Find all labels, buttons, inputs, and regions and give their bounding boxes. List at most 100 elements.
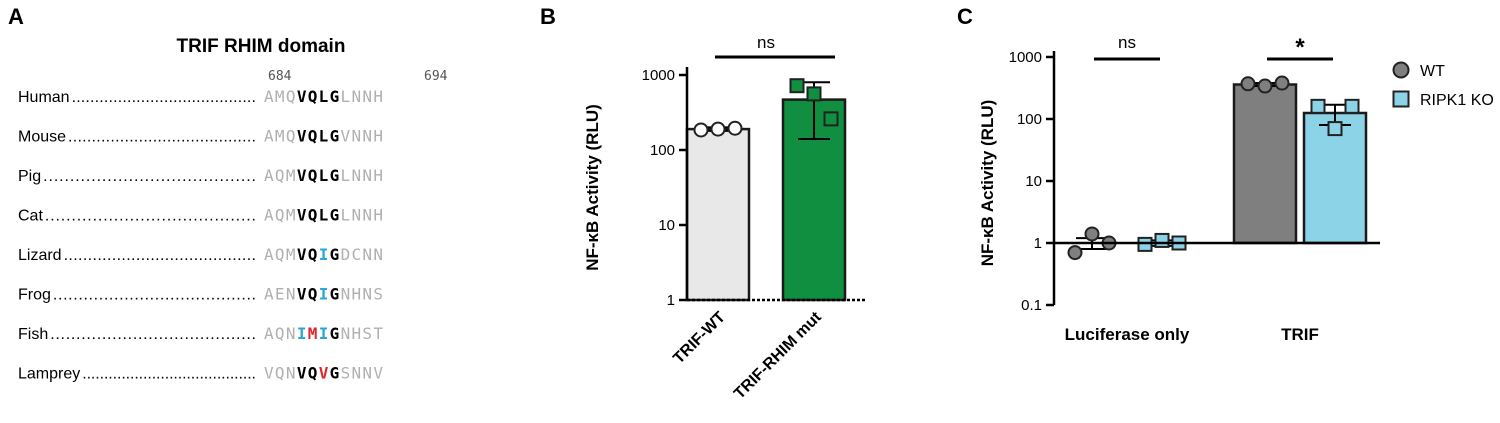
sequence-segment: DCNN xyxy=(341,245,385,264)
species-label: Lamprey xyxy=(18,366,80,383)
sequence-segment: SNNV xyxy=(341,364,385,383)
dot-leader: ........................................ xyxy=(53,287,256,304)
legend-marker xyxy=(1392,61,1410,79)
chart-c: NF-κB Activity (RLU) 0.1 1 10 100 1000 Lucifer… xyxy=(978,33,1494,344)
data-point xyxy=(1327,121,1343,137)
sequence-segment: AQM xyxy=(264,166,297,185)
dot-leader: ........................................ xyxy=(72,89,256,106)
y-axis-label: NF-κB Activity (RLU) xyxy=(978,100,997,267)
sequence-segment: I xyxy=(319,324,330,343)
y-tick-label: 10 xyxy=(1025,173,1042,190)
data-point xyxy=(1257,78,1273,94)
sequence: AQNIMIGNHST xyxy=(264,324,384,343)
sequence-segment: I xyxy=(297,324,308,343)
sequence-segment: AQN xyxy=(264,324,297,343)
sequence-segment: VQN xyxy=(264,364,297,383)
sequence-segment: VQ xyxy=(297,285,319,304)
species-label: Lizard xyxy=(18,247,62,264)
sequence-segment: M xyxy=(308,324,319,343)
species-label: Mouse xyxy=(18,129,66,146)
sequence: AQMVQLGLNNH xyxy=(264,166,384,185)
panel-c: C NF-κB Activity (RLU) 0.1 1 10 100 1000 Lucif… xyxy=(957,4,1494,344)
y-tick-label: 100 xyxy=(650,142,675,159)
significance-label: ns xyxy=(757,33,775,52)
sequence-segment: VQLG xyxy=(297,87,341,106)
y-axis-label: NF-κB Activity (RLU) xyxy=(583,104,602,271)
chart-b: NF-κB Activity (RLU) 1 10 100 1000 TRIF-WT TRI… xyxy=(583,33,866,403)
dot-leader: ........................................ xyxy=(82,366,256,383)
species-label: Fish xyxy=(18,326,48,343)
sequence-segment: VQLG xyxy=(297,127,341,146)
legend-label: RIPK1 KO xyxy=(1420,92,1494,109)
data-point xyxy=(1310,98,1326,114)
x-tick-label: TRIF-RHIM mut xyxy=(731,308,825,402)
position-end: 694 xyxy=(424,69,448,84)
sequence-segment: G xyxy=(330,364,341,383)
sequence-segment: LNNH xyxy=(341,87,385,106)
panel-letter-a: A xyxy=(8,4,24,29)
panel-a: A TRIF RHIM domain 684 694 Human........… xyxy=(8,4,448,383)
sequence-segment: VQLG xyxy=(297,166,341,185)
data-point xyxy=(1137,236,1153,252)
data-point xyxy=(1240,76,1256,92)
sequence-segment: AMQ xyxy=(264,87,297,106)
dot-leader: ........................................ xyxy=(43,168,256,185)
data-point xyxy=(1154,232,1170,248)
species-label: Human xyxy=(18,89,70,106)
dot-leader: ........................................ xyxy=(64,247,256,264)
sequence-segment: VQ xyxy=(297,245,319,264)
alignment-row: Fish....................................… xyxy=(18,324,384,343)
sequence-segment: G xyxy=(330,285,341,304)
data-point xyxy=(1067,245,1083,261)
sequence-segment: G xyxy=(330,245,341,264)
x-tick-label: TRIF xyxy=(1281,325,1319,344)
y-tick-label: 1000 xyxy=(1009,49,1042,66)
data-point xyxy=(710,121,726,137)
panel-letter-c: C xyxy=(957,4,973,29)
sequence-segment: VQLG xyxy=(297,206,341,225)
y-tick-label: 1 xyxy=(667,292,675,309)
data-point xyxy=(693,122,709,138)
y-tick-label: 100 xyxy=(1017,111,1042,128)
sequence-segment: AQM xyxy=(264,206,297,225)
alignment-row: Pig.....................................… xyxy=(18,166,384,185)
sequence: AENVQIGNHNS xyxy=(264,285,384,304)
sequence-segment: LNNH xyxy=(341,166,385,185)
alignment-row: Human...................................… xyxy=(18,87,384,106)
dot-leader: ........................................ xyxy=(68,129,256,146)
sequence: VQNVQVGSNNV xyxy=(264,364,384,383)
sequence-segment: I xyxy=(319,285,330,304)
sequence-segment: AEN xyxy=(264,285,297,304)
data-point xyxy=(1274,75,1290,91)
data-point xyxy=(1344,98,1360,114)
y-tick-label: 1 xyxy=(1034,235,1042,252)
y-tick-label: 0.1 xyxy=(1021,297,1042,314)
bar xyxy=(685,127,751,302)
sequence: AQMVQLGLNNH xyxy=(264,206,384,225)
sequence-segment: NHST xyxy=(341,324,385,343)
data-point xyxy=(727,120,743,136)
x-tick-label: Luciferase only xyxy=(1065,325,1190,344)
y-tick-label: 10 xyxy=(658,217,675,234)
sequence: AMQVQLGLNNH xyxy=(264,87,384,106)
sequence-segment: VNNH xyxy=(341,127,385,146)
alignment-row: Frog....................................… xyxy=(18,285,384,304)
sequence: AMQVQLGVNNH xyxy=(264,127,384,146)
position-start: 684 xyxy=(268,69,292,84)
panel-letter-b: B xyxy=(540,4,556,29)
species-label: Pig xyxy=(18,168,41,185)
dot-leader: ........................................ xyxy=(45,208,256,225)
sequence-segment: G xyxy=(330,324,341,343)
sequence-segment: AQM xyxy=(264,245,297,264)
data-point xyxy=(823,111,839,127)
data-point xyxy=(789,78,805,94)
significance-label: * xyxy=(1295,34,1305,61)
species-label: Cat xyxy=(18,208,43,225)
x-tick-label: TRIF-WT xyxy=(670,309,729,368)
sequence-segment: I xyxy=(319,245,330,264)
sequence-segment: AMQ xyxy=(264,127,297,146)
alignment-row: Mouse...................................… xyxy=(18,127,384,146)
significance-label: ns xyxy=(1118,33,1136,52)
alignment-row: Lizard..................................… xyxy=(18,245,385,264)
